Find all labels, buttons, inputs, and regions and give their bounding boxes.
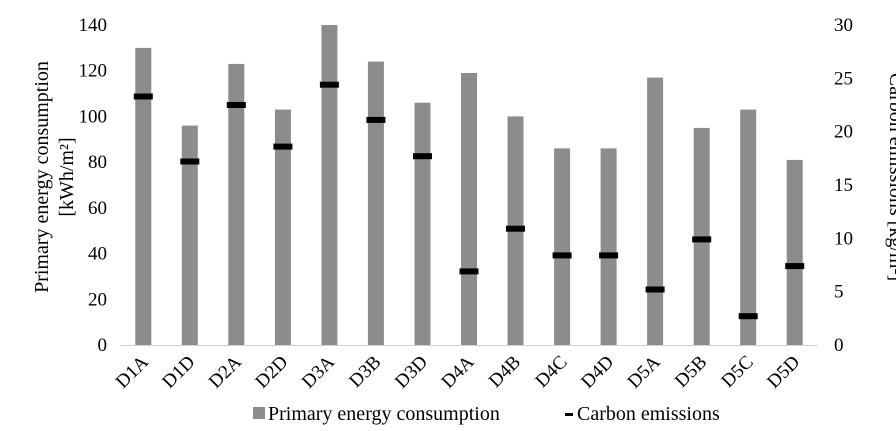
bar-D3A bbox=[321, 25, 338, 345]
marker-D2D bbox=[273, 143, 293, 150]
legend-bar-label: Primary energy consumption bbox=[268, 403, 500, 425]
marker-D1A bbox=[133, 93, 153, 100]
bar-D3D bbox=[414, 102, 431, 345]
marker-D4A bbox=[459, 268, 479, 275]
marker-D3B bbox=[366, 116, 386, 123]
x-tick-label: D2A bbox=[205, 351, 246, 392]
bar-D4C bbox=[554, 148, 571, 345]
marker-D5A bbox=[645, 286, 665, 293]
left-tick-label: 60 bbox=[88, 198, 107, 219]
x-tick-label: D5D bbox=[763, 352, 804, 393]
right-axis-title: Carbon emissions [kg/m²] bbox=[885, 73, 896, 281]
left-tick-label: 80 bbox=[88, 152, 107, 173]
right-tick-label: 25 bbox=[834, 68, 853, 89]
left-tick-label: 0 bbox=[98, 335, 108, 356]
x-axis-ticks: D1A D1D D2A D2D D3A D3B D3D D4A D4B D4C D4D D5A D5B D… bbox=[112, 351, 804, 392]
right-tick-label: 5 bbox=[834, 282, 844, 303]
bar-series bbox=[135, 25, 803, 346]
x-tick-label: D4A bbox=[438, 351, 479, 392]
left-axis-title-line1: Primary energy consumption bbox=[31, 61, 53, 293]
right-tick-label: 10 bbox=[834, 228, 853, 249]
x-tick-label: D1D bbox=[158, 352, 199, 393]
left-tick-label: 100 bbox=[79, 106, 108, 127]
left-tick-label: 140 bbox=[79, 15, 108, 36]
marker-D2A bbox=[226, 102, 246, 108]
legend-marker-label: Carbon emissions bbox=[577, 403, 720, 425]
marker-D5C bbox=[738, 313, 758, 320]
x-tick-label: D1A bbox=[112, 351, 153, 392]
right-tick-label: 30 bbox=[834, 15, 853, 36]
left-axis-ticks: 0 20 40 60 80 100 120 140 bbox=[79, 15, 108, 356]
x-tick-label: D5C bbox=[717, 352, 757, 392]
marker-D1D bbox=[180, 158, 200, 165]
x-tick-label: D3D bbox=[391, 352, 432, 393]
marker-D4C bbox=[552, 252, 572, 259]
left-tick-label: 20 bbox=[88, 289, 107, 310]
legend-bar-swatch bbox=[253, 407, 265, 419]
x-tick-label: D4B bbox=[485, 352, 525, 392]
marker-D4B bbox=[506, 225, 525, 232]
x-tick-label: D2D bbox=[251, 352, 292, 393]
marker-series bbox=[133, 81, 805, 320]
legend-marker-swatch bbox=[565, 413, 573, 416]
left-axis-title-line2: [kWh/m²] bbox=[56, 137, 78, 216]
marker-D5B bbox=[692, 236, 712, 243]
x-tick-label: D4D bbox=[577, 352, 618, 393]
bar-D3B bbox=[367, 61, 384, 345]
right-tick-label: 15 bbox=[834, 175, 853, 196]
x-tick-label: D5A bbox=[624, 351, 665, 392]
right-tick-label: 20 bbox=[834, 122, 853, 143]
right-tick-label: 0 bbox=[834, 335, 844, 356]
left-tick-label: 40 bbox=[88, 244, 107, 265]
bar-D4A bbox=[461, 73, 477, 345]
bar-D2A bbox=[228, 63, 245, 346]
right-axis-ticks: 0 5 10 15 20 25 30 bbox=[834, 15, 853, 356]
x-tick-label: D3B bbox=[345, 352, 385, 392]
bar-D2D bbox=[274, 109, 291, 345]
bar-D5A bbox=[647, 77, 664, 345]
x-tick-label: D5B bbox=[671, 352, 711, 392]
marker-D3D bbox=[413, 153, 432, 160]
marker-D5D bbox=[785, 263, 805, 270]
x-tick-label: D4C bbox=[531, 352, 571, 392]
marker-D3A bbox=[319, 81, 339, 88]
bar-D1A bbox=[135, 47, 152, 346]
x-tick-label: D3A bbox=[298, 351, 339, 392]
legend: Primary energy consumption Carbon emissi… bbox=[253, 403, 720, 425]
bar-D4D bbox=[600, 148, 617, 345]
left-tick-label: 120 bbox=[79, 61, 108, 82]
marker-D4D bbox=[599, 252, 619, 259]
bar-D1D bbox=[181, 125, 198, 345]
bar-D5D bbox=[786, 159, 803, 345]
bar-D5C bbox=[740, 109, 757, 345]
